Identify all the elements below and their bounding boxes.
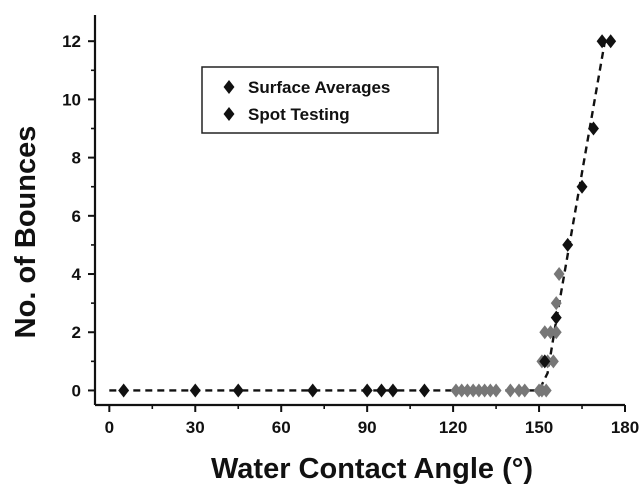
data-point-surface-averages bbox=[376, 383, 387, 398]
data-point-surface-averages bbox=[562, 237, 574, 252]
data-point-spot-testing bbox=[479, 383, 491, 398]
data-point-surface-averages bbox=[361, 383, 373, 398]
data-point-spot-testing bbox=[547, 354, 559, 369]
y-tick-label: 10 bbox=[62, 90, 81, 109]
data-point-surface-averages bbox=[418, 383, 430, 398]
x-tick-label: 180 bbox=[611, 418, 639, 437]
data-point-surface-averages bbox=[588, 121, 599, 136]
y-tick-label: 4 bbox=[72, 265, 82, 284]
data-point-surface-averages bbox=[118, 383, 130, 398]
x-tick-label: 0 bbox=[105, 418, 114, 437]
data-point-spot-testing bbox=[484, 383, 496, 398]
data-point-spot-testing bbox=[450, 383, 462, 398]
legend-label-spot-testing: Spot Testing bbox=[248, 105, 350, 124]
data-point-spot-testing bbox=[550, 325, 562, 340]
data-point-spot-testing bbox=[550, 296, 562, 311]
data-point-surface-averages bbox=[387, 383, 399, 398]
fit-line bbox=[109, 40, 607, 392]
data-point-surface-averages bbox=[232, 383, 244, 398]
x-tick-label: 30 bbox=[186, 418, 205, 437]
data-point-spot-testing bbox=[473, 383, 485, 398]
data-point-spot-testing bbox=[540, 383, 552, 398]
axes bbox=[88, 15, 626, 412]
tick-labels: 0 30 60 90 120 150 180 0 2 4 6 8 10 12 bbox=[62, 32, 639, 437]
x-axis-title: Water Contact Angle (°) bbox=[211, 453, 533, 485]
data-point-spot-testing bbox=[467, 383, 479, 398]
data-points-layer bbox=[118, 34, 617, 398]
fit-line-layer bbox=[109, 40, 607, 392]
data-point-surface-averages bbox=[307, 383, 319, 398]
data-point-spot-testing bbox=[539, 325, 551, 340]
data-point-surface-averages bbox=[550, 310, 562, 325]
data-point-surface-averages bbox=[539, 354, 551, 369]
x-tick-label: 150 bbox=[525, 418, 553, 437]
legend-marker-spot-testing bbox=[223, 107, 235, 121]
data-point-spot-testing bbox=[461, 383, 473, 398]
data-point-spot-testing bbox=[519, 383, 531, 398]
legend-box bbox=[201, 66, 439, 134]
x-tick-label: 90 bbox=[358, 418, 377, 437]
data-point-spot-testing bbox=[553, 267, 565, 282]
y-tick-label: 6 bbox=[72, 207, 81, 226]
data-point-surface-averages bbox=[576, 179, 588, 194]
y-axis-title: No. of Bounces bbox=[10, 126, 42, 339]
x-tick-label: 60 bbox=[272, 418, 291, 437]
legend-marker-surface-averages bbox=[223, 80, 235, 94]
data-point-surface-averages bbox=[605, 34, 617, 49]
y-tick-label: 2 bbox=[72, 323, 81, 342]
y-tick-label: 0 bbox=[72, 381, 81, 400]
legend: Surface Averages Spot Testing bbox=[201, 66, 439, 134]
x-tick-label: 120 bbox=[439, 418, 467, 437]
data-point-spot-testing bbox=[504, 383, 516, 398]
y-tick-label: 8 bbox=[72, 149, 81, 168]
data-point-surface-averages bbox=[596, 34, 608, 49]
y-tick-label: 12 bbox=[62, 32, 81, 51]
data-point-spot-testing bbox=[513, 383, 525, 398]
data-point-spot-testing bbox=[456, 383, 468, 398]
data-point-spot-testing bbox=[490, 383, 502, 398]
data-point-spot-testing bbox=[545, 325, 556, 340]
legend-label-surface-averages: Surface Averages bbox=[248, 78, 390, 97]
data-point-surface-averages bbox=[189, 383, 201, 398]
